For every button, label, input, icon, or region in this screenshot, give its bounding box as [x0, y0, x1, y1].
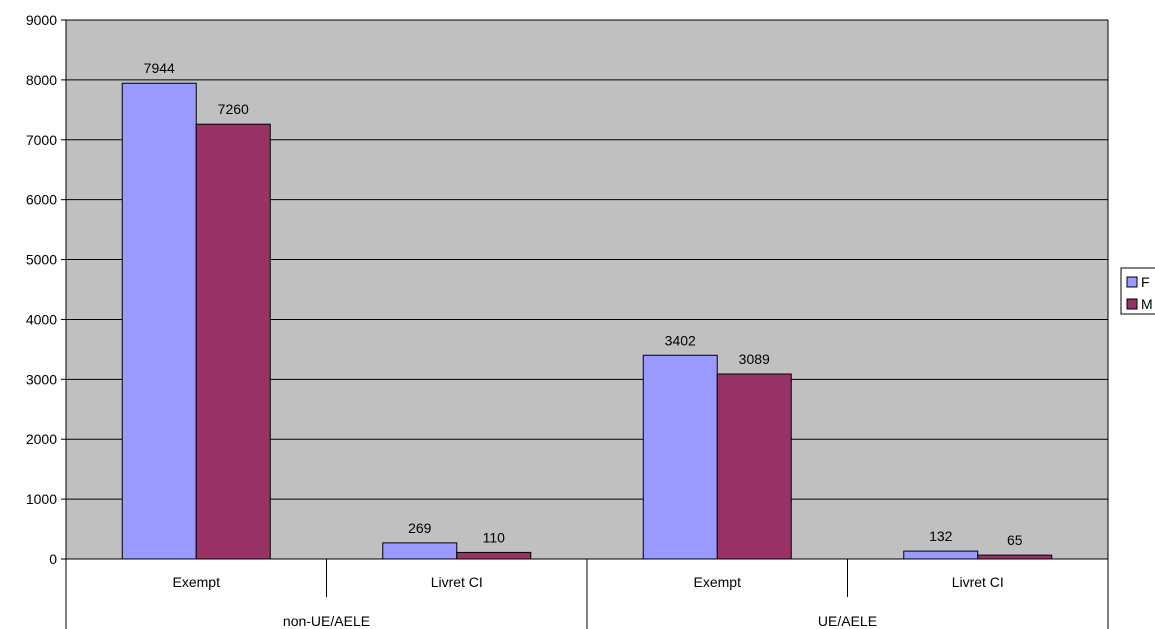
x-tick-label: Exempt [173, 574, 221, 590]
x-axis: Exempt Livret CI Exempt Livret CI non-UE/AEL… [65, 558, 1109, 629]
bar-M-2 [716, 373, 792, 560]
y-tick-label: 2000 [26, 431, 57, 447]
y-tick-label: 9000 [26, 12, 57, 28]
legend-label-M: M [1141, 296, 1153, 312]
x-tick-label: Livret CI [431, 574, 483, 590]
bar-F-2 [642, 354, 718, 560]
legend-swatch-M [1126, 298, 1138, 310]
data-label: 7944 [144, 60, 175, 76]
x-group-label: UE/AELE [818, 613, 877, 629]
y-axis: 0 1000 2000 3000 4000 5000 6000 7000 8000 9000 [26, 12, 1109, 567]
bar-F-1 [382, 542, 458, 560]
data-label: 269 [408, 520, 432, 536]
y-tick-label: 7000 [26, 132, 57, 148]
bar-M-0 [195, 123, 271, 560]
data-label: 7260 [218, 101, 249, 117]
data-label: 3089 [739, 351, 770, 367]
x-tick-label: Livret CI [952, 574, 1004, 590]
bars [121, 82, 1053, 560]
data-labels: 7944 7260 269 110 3402 3089 132 65 [144, 60, 1023, 548]
data-label: 65 [1007, 532, 1023, 548]
x-group-label: non-UE/AELE [283, 613, 370, 629]
bar-M-3 [977, 554, 1053, 560]
y-tick-label: 3000 [26, 371, 57, 387]
legend-label-F: F [1141, 274, 1150, 290]
y-tick-label: 4000 [26, 311, 57, 327]
x-tick-label: Exempt [694, 574, 742, 590]
bar-F-3 [903, 550, 979, 560]
data-label: 3402 [665, 332, 696, 348]
bar-M-1 [456, 551, 532, 560]
y-tick-label: 5000 [26, 252, 57, 268]
bar-F-0 [121, 82, 197, 560]
y-tick-label: 6000 [26, 192, 57, 208]
y-tick-label: 1000 [26, 491, 57, 507]
data-label: 110 [483, 529, 506, 545]
y-tick-label: 8000 [26, 72, 57, 88]
legend-swatch-F [1126, 276, 1138, 288]
data-label: 132 [929, 528, 953, 544]
y-tick-label: 0 [49, 551, 57, 567]
legend: FM [1120, 267, 1155, 315]
